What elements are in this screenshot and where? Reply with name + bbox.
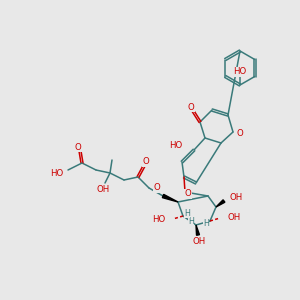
Text: O: O	[142, 158, 149, 166]
Text: H: H	[184, 208, 190, 217]
Text: HO: HO	[152, 215, 165, 224]
Text: O: O	[188, 103, 194, 112]
Polygon shape	[216, 200, 225, 207]
Text: OH: OH	[96, 185, 110, 194]
Text: HO: HO	[50, 169, 63, 178]
Text: OH: OH	[230, 194, 243, 202]
Text: O: O	[154, 184, 160, 193]
Polygon shape	[162, 194, 178, 202]
Text: OH: OH	[192, 236, 206, 245]
Text: O: O	[184, 190, 191, 199]
Text: O: O	[75, 142, 81, 152]
Text: O: O	[237, 130, 243, 139]
Text: OH: OH	[227, 212, 240, 221]
Polygon shape	[196, 225, 200, 235]
Text: HO: HO	[169, 142, 182, 151]
Text: HO: HO	[233, 68, 247, 76]
Text: H: H	[188, 218, 194, 226]
Text: H: H	[203, 220, 209, 229]
